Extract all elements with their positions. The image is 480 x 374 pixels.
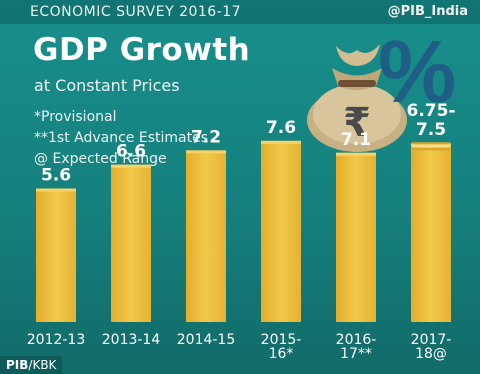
bar-2016-17** [336, 152, 376, 322]
category-label-2016-17**-1: 17** [340, 346, 372, 362]
category-label-2012-13-0: 2012-13 [27, 332, 86, 348]
range-stripe-1 [412, 145, 450, 148]
category-label-2015-16*-1: 16* [269, 346, 294, 362]
value-label-2017-18@-1: 7.5 [416, 120, 446, 140]
bar-top-2014-15 [186, 150, 226, 154]
note-advance-estimates: **1st Advance Estimates [34, 130, 208, 146]
bar-top-2013-14 [111, 164, 151, 168]
category-label-2017-18@-1: 18@ [415, 346, 447, 362]
bar-2013-14 [111, 164, 151, 322]
bar-2014-15 [186, 150, 226, 322]
value-label-2013-14-0: 6.6 [116, 142, 146, 162]
category-label-2013-14-0: 2013-14 [102, 332, 161, 348]
bar-2015-16* [261, 140, 301, 322]
bar-top-2015-16* [261, 140, 301, 144]
bar-top-2016-17** [336, 152, 376, 156]
bar-2012-13 [36, 188, 76, 322]
value-label-2017-18@-0: 6.75- [407, 101, 456, 121]
note-expected-range: @ Expected Range [34, 151, 167, 167]
category-label-2014-15-0: 2014-15 [177, 332, 236, 348]
twitter-handle: @PIB_India [387, 4, 468, 19]
category-label-2017-18@-0: 2017- [411, 332, 452, 348]
source-kbk: /KBK [28, 358, 57, 372]
source-credit: PIB/KBK [0, 356, 63, 374]
notes-block: *Provisional **1st Advance Estimates @ E… [34, 107, 208, 170]
header-bar: ECONOMIC SURVEY 2016-17 @PIB_India [0, 0, 480, 24]
bar-top-2012-13 [36, 188, 76, 192]
value-label-2015-16*-0: 7.6 [266, 118, 296, 138]
chart-title: GDP Growth [33, 32, 251, 68]
value-label-2016-17**-0: 7.1 [341, 130, 371, 150]
value-label-2012-13-0: 5.6 [41, 166, 71, 186]
svg-text:₹: ₹ [343, 100, 371, 146]
note-provisional: *Provisional [34, 109, 117, 125]
category-label-2016-17**-0: 2016- [336, 332, 377, 348]
bar-2017-18@ [411, 143, 451, 322]
chart-subtitle: at Constant Prices [34, 76, 180, 95]
category-label-2015-16*-0: 2015- [261, 332, 302, 348]
survey-label: ECONOMIC SURVEY 2016-17 [30, 4, 242, 20]
source-pib: PIB [6, 358, 29, 372]
percent-symbol: % [378, 22, 457, 121]
money-bag-rupee-icon: ₹ [307, 44, 407, 152]
bar-top-2017-18@ [411, 143, 451, 147]
range-stripe-2 [412, 148, 450, 151]
value-label-2014-15-0: 7.2 [191, 127, 221, 147]
range-stripe-0 [412, 142, 450, 145]
